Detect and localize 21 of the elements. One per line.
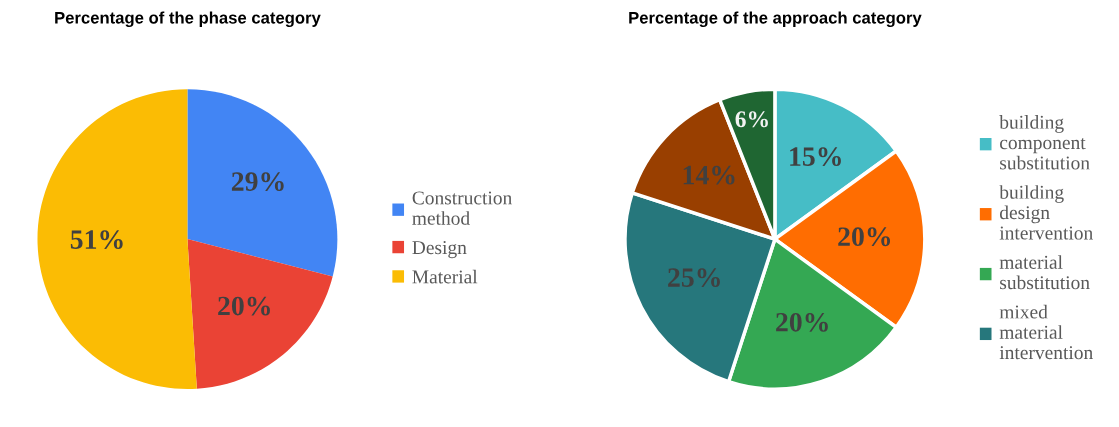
data-label: 20%	[218, 296, 270, 316]
legend-label: Material	[412, 269, 478, 284]
data-label: 15%	[790, 147, 841, 166]
legend-label: Construction method	[412, 191, 512, 225]
data-label: 51%	[70, 230, 123, 249]
data-label: 20%	[776, 312, 828, 332]
data-label: 14%	[683, 165, 735, 185]
legend-label: mixed material intervention	[999, 304, 1093, 360]
data-label: 20%	[838, 227, 891, 247]
chart-title: Percentage of the approach category	[629, 11, 922, 28]
pie-slice	[187, 239, 333, 389]
legend-label: building design intervention	[999, 185, 1093, 240]
chart-title: Percentage of the phase category	[55, 11, 321, 28]
data-label: 29%	[231, 172, 284, 192]
legend-label: building component substitution	[999, 115, 1090, 170]
data-label: 6%	[735, 111, 768, 128]
pie-slice	[37, 89, 197, 390]
legend-label: Design	[412, 241, 467, 259]
pie-slice	[187, 89, 338, 277]
data-label: 25%	[668, 268, 720, 288]
legend-label: material substitution	[999, 255, 1090, 290]
